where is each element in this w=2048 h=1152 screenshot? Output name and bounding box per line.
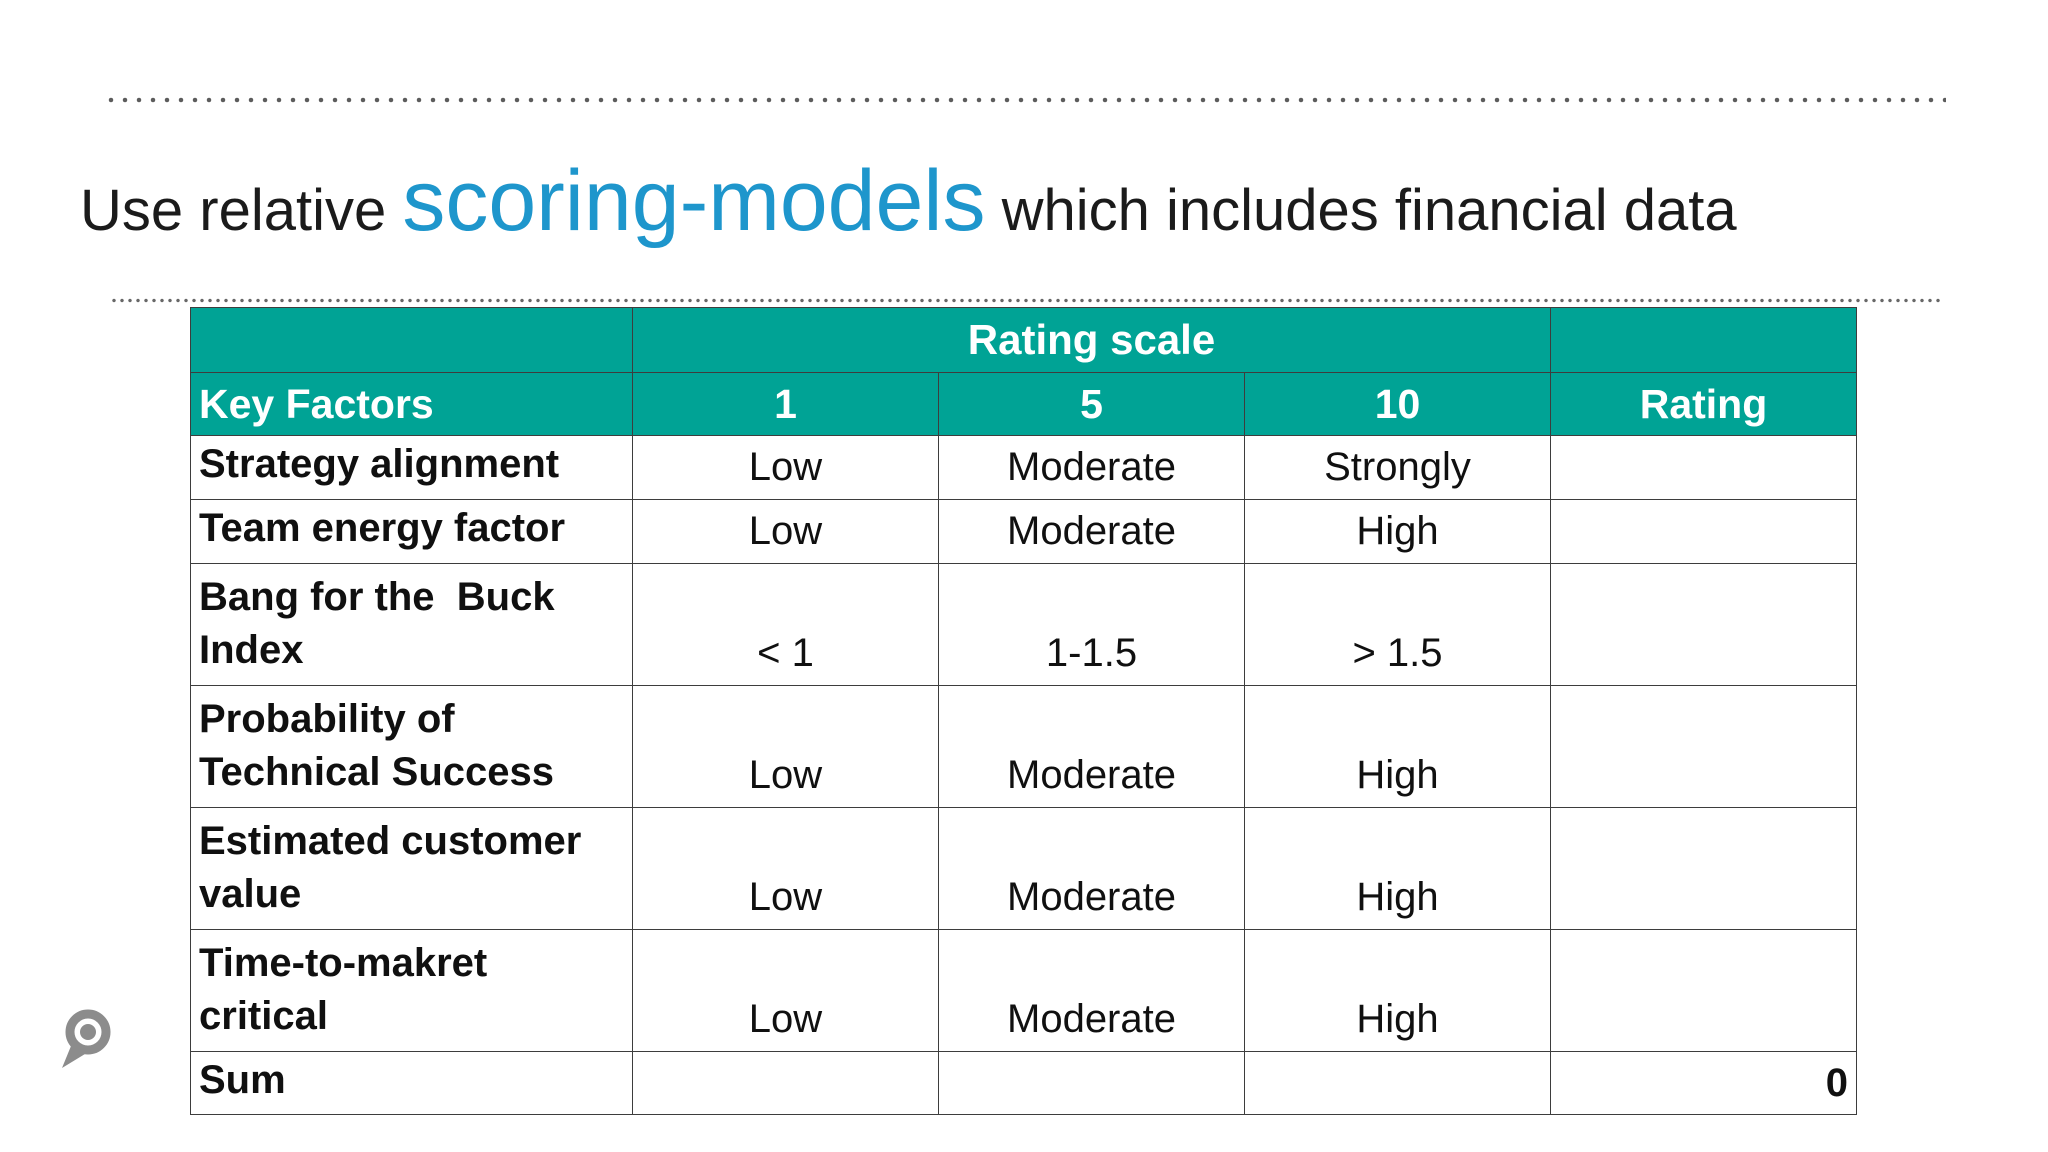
value-cell: Moderate bbox=[938, 498, 1245, 564]
rating-cell bbox=[1550, 684, 1857, 808]
empty-cell bbox=[1244, 1050, 1551, 1116]
table-row-time-to-market-critical: Time-to-makret critical Low Moderate Hig… bbox=[190, 928, 1857, 1052]
empty-cell bbox=[938, 1050, 1245, 1116]
value-cell: Moderate bbox=[938, 806, 1245, 930]
scoring-model-table: Rating scale Key Factors 1 5 10 Rating S… bbox=[190, 307, 1857, 1116]
title-highlight: scoring-models bbox=[402, 153, 986, 249]
sum-label-cell: Sum bbox=[190, 1050, 633, 1116]
table-row-probability-technical-success: Probability of Technical Success Low Mod… bbox=[190, 684, 1857, 808]
value-cell: > 1.5 bbox=[1244, 562, 1551, 686]
value-cell: High bbox=[1244, 806, 1551, 930]
table-row-team-energy-factor: Team energy factor Low Moderate High bbox=[190, 498, 1857, 564]
col-header-10: 10 bbox=[1244, 372, 1551, 436]
table-row-bang-for-the-buck-index: Bang for the Buck Index < 1 1-1.5 > 1.5 bbox=[190, 562, 1857, 686]
slide-title: Use relative scoring-models which includ… bbox=[80, 148, 1980, 272]
value-cell: High bbox=[1244, 684, 1551, 808]
value-cell: < 1 bbox=[632, 562, 939, 686]
factor-cell: Bang for the Buck Index bbox=[190, 562, 633, 686]
title-suffix: which includes financial data bbox=[985, 178, 1737, 243]
dotted-divider-top bbox=[104, 97, 1946, 103]
value-cell: Low bbox=[632, 684, 939, 808]
factor-cell: Strategy alignment bbox=[190, 435, 633, 500]
value-cell: Low bbox=[632, 928, 939, 1052]
value-cell: High bbox=[1244, 498, 1551, 564]
rating-cell bbox=[1550, 806, 1857, 930]
value-cell: Strongly bbox=[1244, 435, 1551, 500]
rating-cell bbox=[1550, 498, 1857, 564]
value-cell: Low bbox=[632, 435, 939, 500]
table-group-header-row: Rating scale bbox=[190, 307, 1857, 373]
title-prefix: Use relative bbox=[80, 178, 403, 243]
rating-cell bbox=[1550, 928, 1857, 1052]
value-cell: Moderate bbox=[938, 684, 1245, 808]
value-cell: Low bbox=[632, 498, 939, 564]
empty-cell bbox=[632, 1050, 939, 1116]
table-row-estimated-customer-value: Estimated customer value Low Moderate Hi… bbox=[190, 806, 1857, 930]
group-header-rating-scale: Rating scale bbox=[632, 307, 1551, 373]
factor-cell: Team energy factor bbox=[190, 498, 633, 564]
table-row-sum: Sum 0 bbox=[190, 1050, 1857, 1116]
value-cell: Moderate bbox=[938, 435, 1245, 500]
factor-cell: Probability of Technical Success bbox=[190, 684, 633, 808]
speech-bubble-target-icon bbox=[62, 1009, 111, 1068]
table-row-strategy-alignment: Strategy alignment Low Moderate Strongly bbox=[190, 435, 1857, 500]
sum-total-cell: 0 bbox=[1550, 1050, 1857, 1116]
value-cell: Low bbox=[632, 806, 939, 930]
dotted-divider-middle bbox=[110, 298, 1940, 303]
col-header-key-factors: Key Factors bbox=[190, 372, 633, 436]
value-cell: High bbox=[1244, 928, 1551, 1052]
empty-header-cell bbox=[190, 307, 633, 373]
factor-cell: Time-to-makret critical bbox=[190, 928, 633, 1052]
table-column-header-row: Key Factors 1 5 10 Rating bbox=[190, 372, 1857, 436]
empty-header-cell bbox=[1550, 307, 1857, 373]
rating-cell bbox=[1550, 435, 1857, 500]
col-header-5: 5 bbox=[938, 372, 1245, 436]
factor-cell: Estimated customer value bbox=[190, 806, 633, 930]
col-header-1: 1 bbox=[632, 372, 939, 436]
col-header-rating: Rating bbox=[1550, 372, 1857, 436]
rating-cell bbox=[1550, 562, 1857, 686]
value-cell: 1-1.5 bbox=[938, 562, 1245, 686]
value-cell: Moderate bbox=[938, 928, 1245, 1052]
